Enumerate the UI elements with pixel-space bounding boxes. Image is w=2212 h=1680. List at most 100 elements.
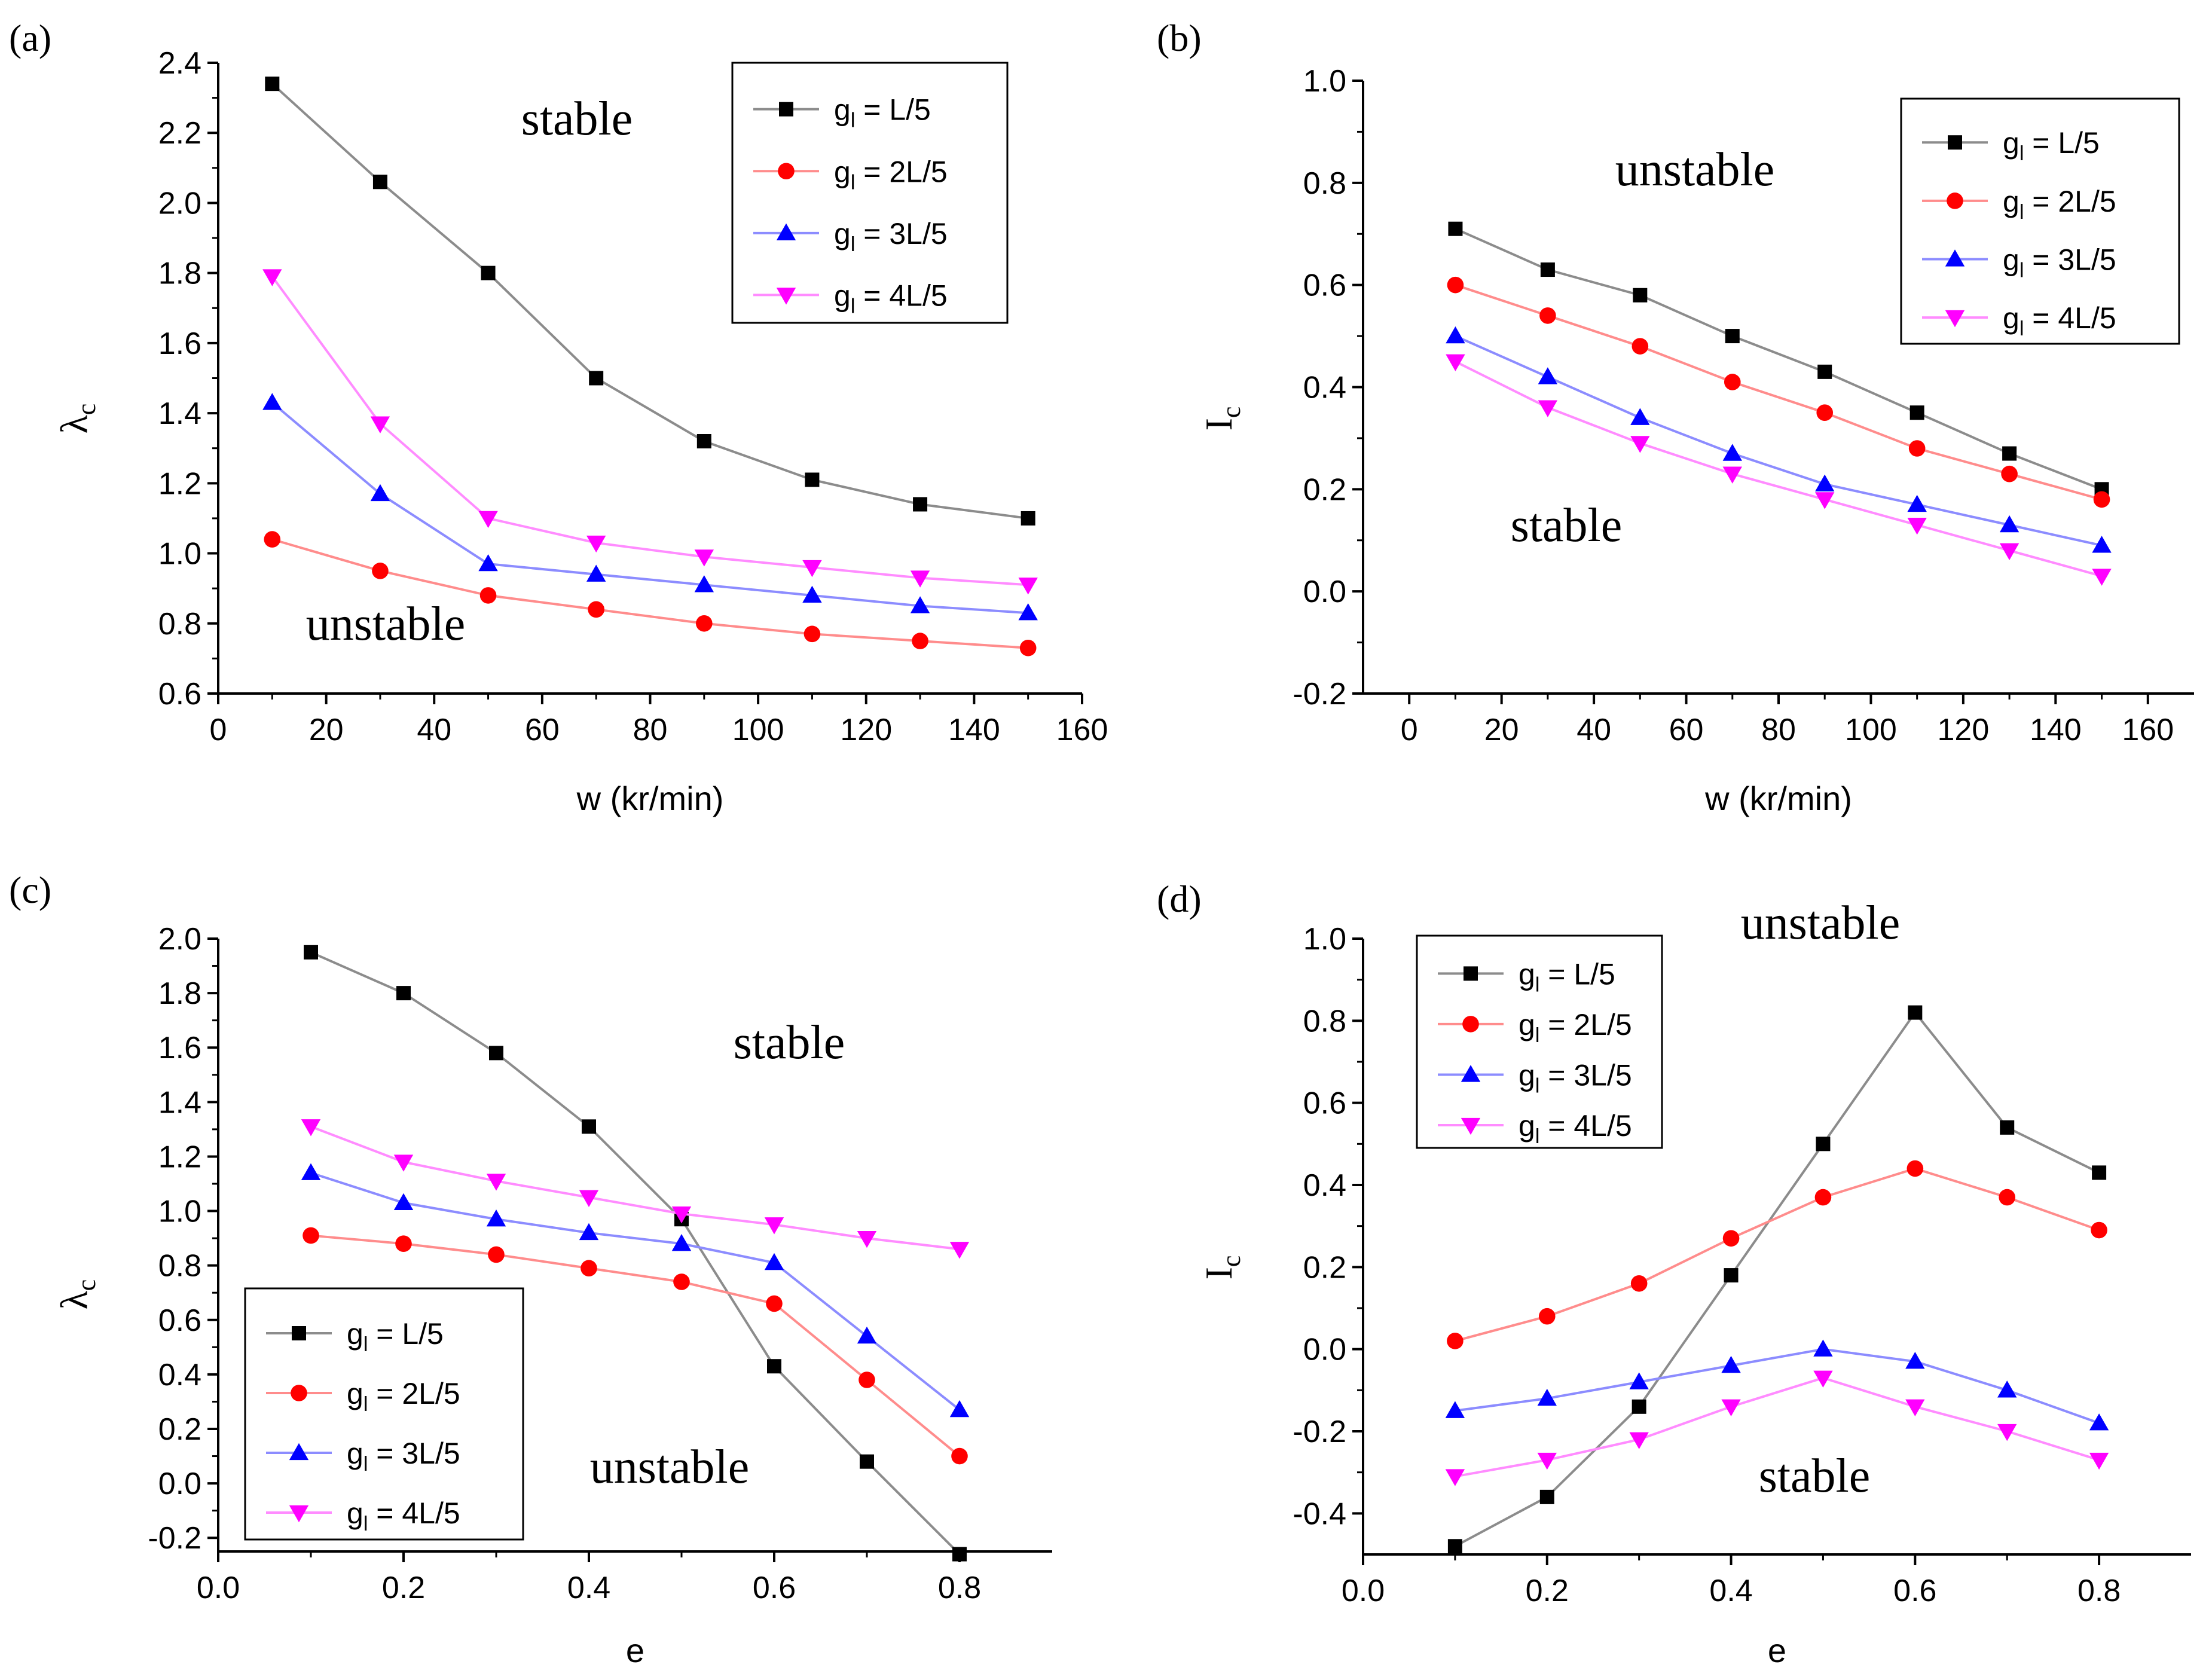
legend-label-rest: = 2L/5 [1539,1008,1631,1041]
y-tick-label: 0.0 [1303,575,1346,609]
data-point [304,945,318,960]
data-point [1631,338,1649,355]
data-point [952,1547,967,1562]
data-point [764,1253,784,1270]
legend-label-rest: = 3L/5 [368,1437,460,1470]
data-point [1447,1333,1464,1349]
data-point [671,1234,692,1251]
data-point [1997,1424,2017,1441]
legend-label: gl = L/5 [347,1317,444,1356]
legend-item: gl = L/5 [1438,957,1615,996]
region-annotation-unstable: unstable [306,598,466,650]
x-tick-label: 160 [2122,713,2174,747]
panel-label: (b) [1157,17,1202,59]
legend-label-sub: l [851,109,856,132]
data-point [949,1400,970,1418]
legend-marker [1948,135,1962,150]
data-point [264,531,281,548]
data-point [1540,262,1555,277]
x-tick-label: 100 [732,713,784,747]
legend-label-sub: l [1535,973,1540,996]
data-point [910,570,930,588]
chart-panel-b: (b) 0 20 40 60 80 100 120 140 160 -0.2 0.0 0.2 0.4 0.6… [1157,17,2194,817]
legend-item: gl = L/5 [266,1317,444,1356]
data-point [1447,276,1464,294]
y-tick-label: 0.6 [158,677,201,711]
panel-label: (a) [9,17,51,59]
y-tick-label: 1.0 [158,1195,201,1229]
y-axis-label-main: I [1197,1267,1240,1279]
legend-item: gl = 3L/5 [266,1437,460,1476]
panel-label: (c) [9,869,51,911]
data-point [1815,492,1835,509]
legend-label: gl = 4L/5 [834,279,948,317]
x-tick-label: 60 [525,713,560,747]
legend-box [244,1287,524,1541]
data-point [486,1209,506,1227]
series-line [310,1171,961,1411]
series-2 [264,531,1037,656]
legend-label: gl = 2L/5 [2003,185,2116,224]
y-tick-label: 1.2 [158,1140,201,1174]
data-point [1905,1352,1925,1369]
data-point [2092,569,2112,586]
data-point [370,416,390,433]
legend-label: gl = 2L/5 [1519,1008,1632,1047]
data-point [1725,329,1740,344]
legend-marker [1461,1065,1481,1082]
data-point [1813,1339,1833,1357]
y-tick-label: 0.8 [1303,1004,1346,1038]
series-line [1455,335,2102,547]
x-tick-label: 0.0 [1342,1574,1385,1608]
data-point [1445,1401,1465,1418]
legend-label-sub: l [2019,142,2024,165]
legend-label-rest: = 4L/5 [2024,301,2116,335]
series-1 [1448,221,2109,497]
series-line [271,276,1028,587]
legend-label-rest: = 3L/5 [855,217,947,251]
data-point [1630,408,1650,425]
data-point [696,615,713,632]
legend-label-main: g [347,1496,363,1530]
data-point [370,484,390,502]
y-tick-label: 1.8 [158,256,201,291]
y-tick-label: 0.0 [1303,1333,1346,1367]
series-4 [1445,1370,2109,1486]
data-point [1630,436,1650,453]
data-point [586,564,606,582]
x-tick-label: 0.8 [938,1571,981,1605]
legend-label-main: g [2003,301,2019,335]
legend-label-rest: = 2L/5 [2024,185,2116,218]
legend-item: gl = L/5 [1922,126,2100,165]
data-point [1722,1230,1740,1247]
x-tick-label: 0.6 [1893,1574,1936,1608]
legend-item: gl = L/5 [753,93,931,132]
y-tick-label: 1.6 [158,326,201,361]
data-point [301,1119,321,1137]
data-point [673,1273,690,1290]
chart-panel-c: (c) 0.0 0.2 0.4 0.6 0.8 -0.2 0.0 0.2 0.4 0.6 0.8 1.0… [9,869,1052,1669]
legend-label-rest: = 3L/5 [1539,1058,1631,1092]
series-3 [1446,326,2112,553]
legend-label-rest: = 3L/5 [2024,243,2116,276]
series-1 [304,945,967,1562]
data-point [766,1295,783,1312]
legend-item: gl = 4L/5 [1438,1109,1632,1148]
data-point [2092,536,2112,553]
y-tick-label: 0.6 [1303,1086,1346,1121]
region-annotation-unstable: unstable [1741,897,1901,949]
y-axis-label-main: λ [53,415,95,433]
x-axis-label: e [626,1632,644,1669]
data-point [579,1190,599,1207]
data-point [1631,1399,1646,1414]
data-point [2002,446,2017,461]
series-line [310,951,961,1555]
y-axis-label-sub: c [72,1279,101,1291]
chart-panel-d: (d) 0.0 0.2 0.4 0.6 0.8 -0.4 -0.2 0.0 0.2 0.4 0.6 0.… [1157,878,2191,1669]
x-axis-label: w (kr/min) [576,780,724,817]
data-point [1813,1370,1833,1388]
legend-item: gl = 2L/5 [266,1377,460,1416]
y-tick-label: 0.6 [1303,268,1346,303]
legend-item: gl = 4L/5 [1922,301,2116,340]
legend-label-main: g [347,1317,363,1351]
